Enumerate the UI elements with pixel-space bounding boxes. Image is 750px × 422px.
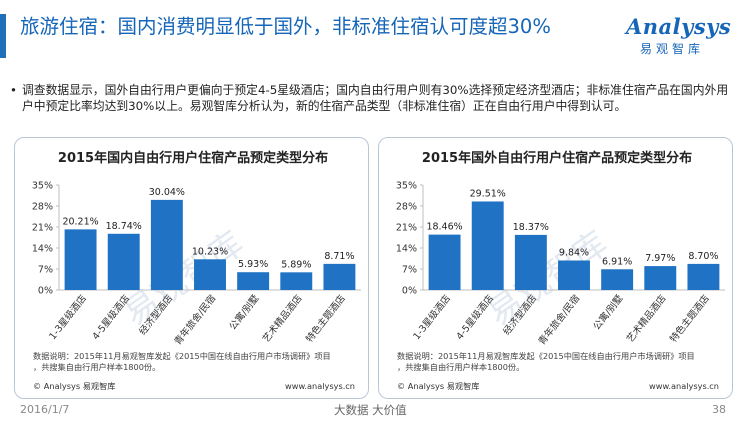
overseas-category-label: 公寓/别墅 bbox=[591, 292, 626, 332]
domestic-category-label: 1-3星级酒店 bbox=[47, 292, 89, 342]
overseas-bar bbox=[471, 201, 504, 290]
domestic-bar-value-label: 10.23% bbox=[192, 246, 228, 257]
overseas-bar bbox=[514, 234, 547, 290]
domestic-category-label: 特色主题酒店 bbox=[303, 292, 348, 344]
domestic-site-url: www.analysys.cn bbox=[285, 381, 355, 391]
domestic-bar-value-label: 18.74% bbox=[106, 221, 142, 232]
summary-paragraph: • 调查数据显示，国外自由行用户更偏向于预定4-5星级酒店；国内自由行用户则有3… bbox=[10, 82, 732, 114]
domestic-bar-value-label: 20.21% bbox=[62, 216, 98, 227]
page-title: 旅游住宿：国内消费明显低于国外，非标准住宿认可度超30% bbox=[20, 15, 551, 38]
page-number: 38 bbox=[712, 403, 726, 416]
overseas-category-label: 4-5星级酒店 bbox=[454, 292, 496, 342]
domestic-bar bbox=[237, 272, 270, 290]
overseas-bar-value-label: 7.97% bbox=[645, 253, 675, 264]
logo-subtitle: 易观智库 bbox=[640, 42, 705, 56]
overseas-data-note: 数据说明：2015年11月易观智库发起《2015中国在线自由行用户市场调研》项目 bbox=[397, 351, 695, 361]
overseas-data-note-line2: ，共搜集自由行用户样本1800份。 bbox=[397, 362, 524, 372]
domestic-bar bbox=[323, 263, 356, 290]
summary-text: 调查数据显示，国外自由行用户更偏向于预定4-5星级酒店；国内自由行用户则有30%… bbox=[22, 83, 729, 113]
title-accent-bar bbox=[0, 14, 6, 58]
domestic-y-tick-label: 0% bbox=[38, 286, 53, 297]
overseas-y-tick-label: 14% bbox=[396, 244, 417, 255]
domestic-bar-value-label: 8.71% bbox=[324, 251, 354, 262]
overseas-y-tick-label: 21% bbox=[396, 223, 417, 234]
overseas-bar bbox=[687, 263, 720, 290]
analysys-logo: Analysys 易观智库 bbox=[620, 14, 740, 58]
domestic-data-note: 数据说明：2015年11月易观智库发起《2015中国在线自由行用户市场调研》项目 bbox=[33, 351, 331, 361]
overseas-copyright: © Analysys 易观智库 bbox=[397, 381, 479, 391]
overseas-chart-panel: 易观智库 2015年国外自由行用户住宿产品预定类型分布 0% 7% 14% 21% 28% 3… bbox=[378, 137, 733, 399]
overseas-bar-value-label: 6.91% bbox=[602, 256, 632, 267]
domestic-bar bbox=[194, 259, 226, 290]
footer-slogan: 大数据 大价值 bbox=[334, 403, 407, 417]
domestic-data-note-line2: ，共搜集自由行用户样本1800份。 bbox=[33, 362, 160, 372]
overseas-y-tick-label: 28% bbox=[396, 202, 417, 213]
domestic-y-tick-label: 21% bbox=[32, 223, 53, 234]
overseas-bar bbox=[428, 234, 461, 290]
overseas-chart-title: 2015年国外自由行用户住宿产品预定类型分布 bbox=[422, 150, 692, 166]
overseas-bar-value-label: 18.37% bbox=[513, 222, 549, 233]
domestic-y-tick-label: 7% bbox=[38, 265, 53, 276]
domestic-bar bbox=[150, 199, 183, 290]
overseas-bar-value-label: 8.70% bbox=[688, 251, 718, 262]
domestic-bar bbox=[280, 272, 313, 290]
overseas-bar-value-label: 29.51% bbox=[470, 188, 506, 199]
overseas-bar bbox=[601, 269, 634, 290]
domestic-bar-chart: 易观智库2015年国内自由行用户住宿产品预定类型分布0%7%14%21%28%3… bbox=[32, 150, 361, 391]
footer-date: 2016/1/7 bbox=[20, 403, 70, 416]
overseas-bar-chart: 易观智库2015年国外自由行用户住宿产品预定类型分布0%7%14%21%28%3… bbox=[396, 150, 725, 391]
overseas-y-tick-label: 0% bbox=[402, 286, 417, 297]
overseas-category-label: 1-3星级酒店 bbox=[411, 292, 453, 342]
overseas-category-label: 艺术精品酒店 bbox=[624, 292, 669, 344]
domestic-copyright: © Analysys 易观智库 bbox=[33, 381, 115, 391]
domestic-category-label: 艺术精品酒店 bbox=[260, 292, 305, 344]
overseas-bar bbox=[644, 266, 677, 290]
overseas-category-label: 特色主题酒店 bbox=[667, 292, 712, 344]
domestic-chart-title: 2015年国内自由行用户住宿产品预定类型分布 bbox=[58, 150, 328, 166]
domestic-bar-value-label: 5.93% bbox=[238, 259, 268, 270]
logo-wordmark: Analysys bbox=[626, 14, 732, 39]
domestic-bar bbox=[107, 233, 140, 290]
overseas-bar-value-label: 9.84% bbox=[559, 247, 589, 258]
domestic-category-label: 公寓/别墅 bbox=[227, 292, 262, 332]
overseas-site-url: www.analysys.cn bbox=[649, 381, 719, 391]
domestic-bar-value-label: 5.89% bbox=[281, 259, 311, 270]
domestic-y-tick-label: 28% bbox=[32, 202, 53, 213]
overseas-y-tick-label: 7% bbox=[402, 265, 417, 276]
overseas-y-tick-label: 35% bbox=[396, 181, 417, 192]
domestic-y-tick-label: 35% bbox=[32, 181, 53, 192]
bullet-icon: • bbox=[10, 83, 17, 97]
domestic-bar-value-label: 30.04% bbox=[149, 187, 185, 198]
domestic-chart-panel: 易观智库 2015年国内自由行用户住宿产品预定类型分布 0% 7% 14% 21% 28% 3… bbox=[14, 137, 369, 399]
domestic-bar bbox=[64, 229, 97, 290]
domestic-category-label: 4-5星级酒店 bbox=[90, 292, 132, 342]
domestic-y-tick-label: 14% bbox=[32, 244, 53, 255]
overseas-bar-value-label: 18.46% bbox=[426, 222, 462, 233]
overseas-bar bbox=[558, 260, 590, 290]
